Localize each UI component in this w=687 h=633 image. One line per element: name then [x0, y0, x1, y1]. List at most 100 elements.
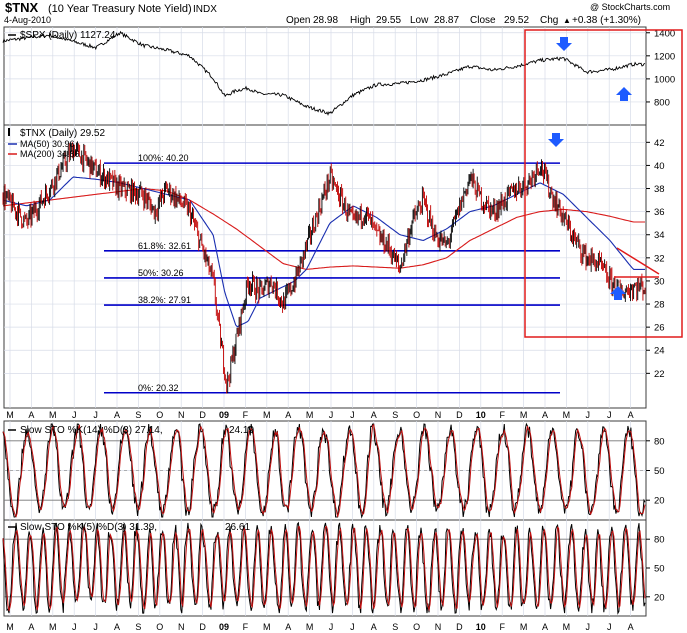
axes: MMAAMMJJJJAASSOONNDD0909FFMMAAMMJJJJAASS…	[6, 28, 675, 632]
x-tick-label: J	[72, 622, 77, 632]
x-tick-label: A	[28, 410, 34, 420]
sto5-legend-label: Slow STO %K(5) %D(3) 31.39,	[20, 522, 157, 533]
x-tick-label: A	[285, 622, 291, 632]
y-tick-label: 32	[654, 253, 665, 264]
x-tick-label: S	[392, 622, 398, 632]
spx-panel	[3, 26, 647, 126]
x-tick-label: M	[520, 622, 528, 632]
x-tick-label: 10	[476, 622, 486, 632]
ma200-legend-label: MA(200) 34.86	[20, 149, 80, 159]
x-tick-label: 10	[476, 410, 486, 420]
x-tick-label: M	[263, 410, 271, 420]
fib-level-label: 38.2%: 27.91	[138, 295, 191, 305]
fib-level-label: 50%: 30.26	[138, 268, 184, 278]
fib-level-label: 100%: 40.20	[138, 153, 189, 163]
tnx-legend-label: $TNX (Daily) 29.52	[20, 128, 105, 139]
x-tick-label: F	[499, 410, 505, 420]
x-tick-label: J	[350, 622, 355, 632]
symbol: $TNX	[5, 0, 39, 15]
sto5-legend: Slow STO %K(5) %D(3) 31.39, 26.61	[8, 522, 250, 533]
x-tick-label: D	[456, 410, 463, 420]
high-label: High	[350, 15, 371, 26]
x-tick-label: A	[371, 410, 377, 420]
sto5-d-line	[2, 525, 646, 612]
x-tick-label: M	[306, 410, 314, 420]
sto14-plot	[2, 422, 646, 519]
spx-legend: $SPX (Daily) 1127.24	[8, 30, 116, 41]
up-arrow-icon	[616, 87, 632, 101]
chg-up-arrow-icon: ▲	[563, 16, 571, 25]
chg-value: +0.38 (+1.30%)	[572, 15, 641, 26]
ma50-legend-label: MA(50) 30.96	[20, 139, 75, 149]
y-tick-label: 30	[654, 276, 665, 287]
sto14-legend: Slow STO %K(14) %D(3) 27.14, 24.19	[8, 425, 254, 436]
x-tick-label: J	[93, 622, 98, 632]
x-tick-label: F	[243, 622, 249, 632]
y-tick-label: 1000	[654, 74, 675, 85]
down-arrow-icon	[548, 133, 564, 147]
fib-level-label: 61.8%: 32.61	[138, 241, 191, 251]
y-tick-label: 80	[654, 436, 665, 447]
x-tick-label: D	[456, 622, 463, 632]
x-tick-label: O	[156, 410, 163, 420]
y-tick-label: 22	[654, 369, 665, 380]
x-tick-label: N	[435, 410, 442, 420]
chart-header: $TNX (10 Year Treasury Note Yield) INDX …	[4, 0, 670, 26]
x-tick-label: A	[114, 410, 120, 420]
x-tick-label: A	[542, 410, 548, 420]
x-tick-label: A	[285, 410, 291, 420]
x-tick-label: J	[329, 622, 334, 632]
x-tick-label: J	[586, 622, 591, 632]
x-tick-label: 09	[219, 622, 229, 632]
up-arrow-icon	[610, 286, 626, 300]
x-tick-label: J	[607, 622, 612, 632]
copyright: @ StockCharts.com	[590, 2, 670, 12]
x-tick-label: J	[93, 410, 98, 420]
sto14-legend-d: 24.19	[229, 425, 254, 436]
highlight-box	[524, 29, 683, 338]
x-tick-label: M	[6, 410, 14, 420]
y-tick-label: 1400	[654, 28, 675, 39]
x-tick-label: S	[392, 410, 398, 420]
sto14-d-line	[2, 423, 646, 518]
symbol-name: (10 Year Treasury Note Yield)	[48, 3, 192, 15]
x-tick-label: M	[49, 622, 57, 632]
x-tick-label: N	[435, 622, 442, 632]
x-tick-label: M	[6, 622, 14, 632]
high-value: 29.55	[376, 15, 401, 26]
x-tick-label: M	[49, 410, 57, 420]
close-value: 29.52	[504, 15, 529, 26]
x-tick-label: M	[263, 622, 271, 632]
x-tick-label: O	[413, 622, 420, 632]
sto5-legend-d: 26.61	[225, 522, 250, 533]
chg-label: Chg	[540, 15, 558, 26]
x-tick-label: A	[628, 622, 634, 632]
exchange: INDX	[193, 4, 217, 15]
x-tick-label: M	[306, 622, 314, 632]
y-tick-label: 800	[654, 97, 670, 108]
x-tick-label: F	[243, 410, 249, 420]
x-tick-label: S	[135, 622, 141, 632]
x-tick-label: M	[563, 622, 571, 632]
sto5-plot	[2, 521, 646, 615]
x-tick-label: O	[156, 622, 163, 632]
x-tick-label: N	[178, 410, 185, 420]
low-value: 28.87	[434, 15, 459, 26]
y-tick-label: 26	[654, 323, 665, 334]
y-tick-label: 50	[654, 466, 665, 477]
y-tick-label: 36	[654, 207, 665, 218]
y-tick-label: 20	[654, 496, 665, 507]
x-tick-label: N	[178, 622, 185, 632]
spx-line	[2, 30, 646, 116]
x-tick-label: M	[563, 410, 571, 420]
x-tick-label: A	[114, 622, 120, 632]
x-tick-label: F	[499, 622, 505, 632]
low-label: Low	[410, 15, 429, 26]
open-label: Open	[286, 15, 310, 26]
y-tick-label: 24	[654, 346, 665, 357]
x-tick-label: J	[586, 410, 591, 420]
spx-legend-label: $SPX (Daily) 1127.24	[20, 30, 116, 41]
y-tick-label: 42	[654, 138, 665, 149]
x-tick-label: S	[135, 410, 141, 420]
